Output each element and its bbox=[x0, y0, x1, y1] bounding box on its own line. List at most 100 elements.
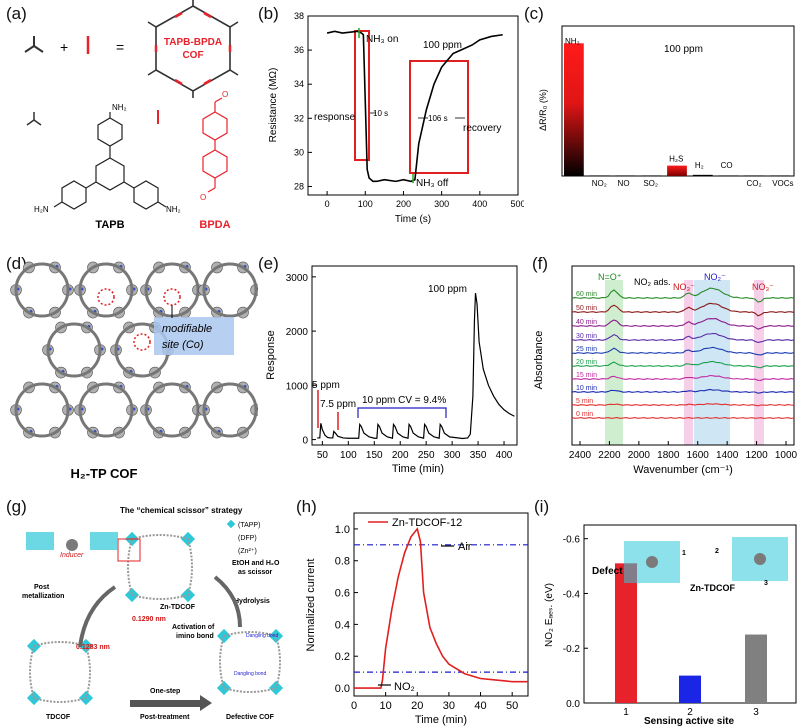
ann-10ppm: 10 ppm CV = 9.4% bbox=[362, 395, 446, 406]
plot-frame bbox=[307, 15, 519, 196]
y-tick-label: 0.0 bbox=[566, 699, 580, 710]
pore-ring bbox=[14, 382, 70, 438]
mol-label-3: 3 bbox=[764, 580, 768, 587]
y-tick-label: 38 bbox=[294, 11, 304, 21]
ann-10s: 10 s bbox=[373, 109, 388, 118]
resistance-series-line bbox=[326, 30, 503, 183]
legend-tapp: (TAPP) bbox=[238, 522, 260, 529]
legend-dfp: (DFP) bbox=[238, 535, 257, 542]
site-marker bbox=[163, 288, 181, 306]
bar bbox=[615, 563, 637, 703]
y-tick-label: 32 bbox=[294, 113, 304, 123]
bar-label: H₂S bbox=[669, 155, 683, 164]
ann-air: Air bbox=[458, 541, 472, 553]
x-tick-label: 3 bbox=[753, 707, 759, 718]
panel-label-g: (g) bbox=[6, 497, 27, 516]
panel-e-chart: 50 100 150 200 250 300 350 400 0 1000 2000 3000 5 p… bbox=[265, 265, 518, 475]
arrow-onestep-icon bbox=[130, 700, 200, 707]
y-tick-label: -0.2 bbox=[563, 644, 581, 655]
y-tick-label: 28 bbox=[294, 181, 304, 191]
x-tick-label: 40 bbox=[474, 700, 486, 712]
tripod-icon bbox=[24, 36, 44, 53]
bar bbox=[679, 675, 701, 703]
activation-2: imino bond bbox=[176, 633, 214, 640]
legend-zn-tdcof: Zn-TDCOF-12 bbox=[392, 517, 462, 529]
panel-label-h: (h) bbox=[296, 497, 317, 516]
pore-ring bbox=[46, 322, 102, 378]
x-tick-label: 100 bbox=[358, 199, 373, 209]
ann-site: site (Co) bbox=[162, 339, 204, 351]
bar bbox=[770, 175, 790, 177]
porphyrin-molecule bbox=[624, 537, 788, 583]
spectrum-line bbox=[571, 287, 795, 303]
spectrum-line bbox=[571, 403, 795, 407]
dist1: 0.1290 nm bbox=[132, 616, 166, 623]
bracket-10ppm bbox=[357, 407, 447, 418]
mol-label-1: 1 bbox=[682, 550, 686, 557]
h-ylabel: Normalized current bbox=[305, 559, 317, 652]
legend-zn: (Zn²⁺) bbox=[238, 548, 257, 555]
band-no3-a bbox=[684, 280, 693, 445]
current-series-line bbox=[354, 527, 528, 689]
x-tick-label: 10 bbox=[380, 700, 392, 712]
plot-frame bbox=[571, 265, 795, 446]
panel-label-e: (e) bbox=[258, 254, 279, 273]
x-tick-label: 20 bbox=[411, 700, 423, 712]
cof-label-1: TAPB-BPDA bbox=[164, 37, 222, 48]
y-tick-label: 36 bbox=[294, 45, 304, 55]
time-label: 40 min bbox=[576, 319, 597, 326]
panel-label-f: (f) bbox=[532, 254, 549, 273]
time-label: 10 min bbox=[576, 385, 597, 392]
d-caption: H₂-TP COF bbox=[71, 466, 138, 481]
ann-100ppm: 100 ppm bbox=[428, 284, 467, 295]
activation-1: Activation of bbox=[172, 624, 215, 631]
y-tick-label: 1000 bbox=[286, 381, 309, 392]
inducer-label: Inducer bbox=[60, 552, 84, 559]
defective-label: Defective COF bbox=[226, 714, 275, 721]
spectrum-line bbox=[571, 318, 794, 330]
ann-7-5ppm: 7.5 ppm bbox=[320, 399, 356, 410]
dangling-2: Dangling bond bbox=[234, 671, 266, 677]
panel-f-chart: 60 min 50 min 40 min 30 min 25 min 20 min 15 m… bbox=[533, 265, 798, 476]
x-tick-label: 350 bbox=[470, 450, 487, 461]
x-tick-label: 400 bbox=[496, 450, 513, 461]
ann-response: response bbox=[314, 112, 356, 123]
x-tick-label: 1200 bbox=[745, 450, 768, 461]
y-tick-label: 0 bbox=[302, 436, 308, 447]
y-tick-label: 3000 bbox=[286, 273, 309, 284]
arrow-post-metal-icon bbox=[78, 585, 117, 648]
ann-defect: Defect bbox=[592, 566, 623, 577]
panel-label-i: (i) bbox=[534, 497, 550, 516]
mol-label-2: 2 bbox=[715, 548, 719, 555]
bar bbox=[615, 175, 636, 177]
ann-nh3-off: NH₃ off bbox=[416, 178, 448, 189]
x-tick-label: 1000 bbox=[775, 450, 798, 461]
bar bbox=[745, 634, 767, 703]
pore-ring bbox=[202, 262, 258, 318]
x-tick-label: 500 bbox=[510, 199, 524, 209]
x-tick-label: 1 bbox=[623, 707, 629, 718]
panel-label-c: (c) bbox=[524, 4, 544, 23]
ann-ppm: 100 ppm bbox=[664, 44, 703, 55]
cof-label-2: COF bbox=[182, 50, 203, 61]
ann-modifiable: modifiable bbox=[162, 323, 212, 335]
spectrum-line bbox=[571, 388, 795, 394]
y-tick-label: -0.6 bbox=[563, 535, 581, 546]
tapb-nh2-right: NH₂ bbox=[166, 205, 181, 214]
tapb-molecule bbox=[53, 112, 167, 210]
ann-no3-b: NO₃⁻ bbox=[752, 282, 774, 292]
bar-label: VOCs bbox=[772, 179, 793, 188]
y-tick-label: 0.8 bbox=[335, 556, 350, 568]
tapb-nh2-top: NH₂ bbox=[112, 103, 127, 112]
spectrum-line bbox=[571, 360, 795, 369]
f-ylabel: Absorbance bbox=[533, 331, 545, 390]
x-tick-label: 1600 bbox=[687, 450, 710, 461]
e-ylabel: Response bbox=[265, 330, 277, 380]
band-no3-b bbox=[754, 280, 764, 445]
bpda-molecule bbox=[202, 97, 228, 193]
dangling-1: Dangling bond bbox=[246, 633, 278, 639]
y-tick-label: 1.0 bbox=[335, 524, 350, 536]
porphyrin-unit bbox=[90, 532, 118, 550]
bar-label: NO bbox=[618, 179, 630, 188]
bar-label: CO₂ bbox=[746, 179, 761, 188]
